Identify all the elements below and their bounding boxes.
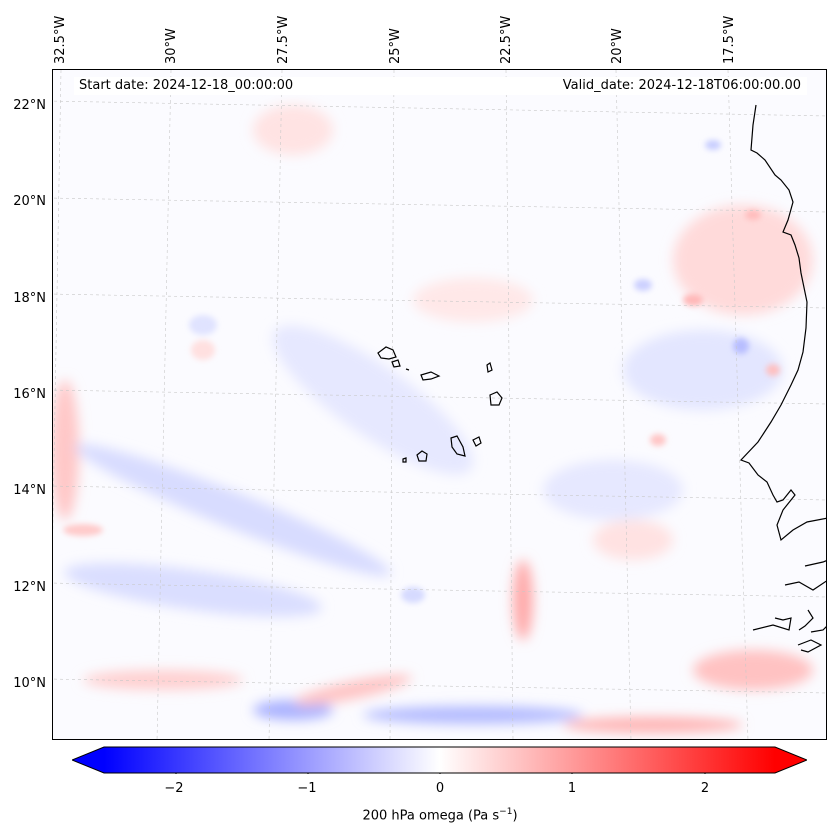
colorbar-tick-0: 0 — [435, 781, 445, 796]
omega-small-features — [63, 140, 780, 603]
lon-label-25w: 25°W — [388, 28, 403, 64]
lon-label-32-5w: 32.5°W — [53, 15, 68, 64]
lon-label-20w: 20°W — [610, 28, 625, 64]
colorbar-tick-2: 2 — [700, 781, 710, 796]
colorbar-tick-minus2: −2 — [164, 781, 184, 796]
valid-date-label: Valid_date: 2024-12-18T06:00:00.00 — [562, 78, 801, 93]
colorbar-title: 200 hPa omega (Pa s−1) — [362, 807, 518, 824]
lat-label-10n: 10°N — [13, 676, 46, 691]
lat-label-18n: 18°N — [13, 291, 46, 306]
cape-verde-islands — [377, 346, 503, 463]
colorbar-tick-1: 1 — [567, 781, 577, 796]
colorbar-max-extend — [775, 747, 807, 773]
colorbar-gradient — [104, 747, 775, 773]
omega-map[interactable] — [52, 69, 827, 740]
west-africa-coastline — [739, 104, 826, 653]
colorbar-tick-minus1: −1 — [297, 781, 317, 796]
lat-label-16n: 16°N — [13, 387, 46, 402]
lon-label-30w: 30°W — [164, 28, 179, 64]
lon-label-27-5w: 27.5°W — [276, 15, 291, 64]
lat-label-22n: 22°N — [13, 98, 46, 113]
lon-label-17-5w: 17.5°W — [722, 15, 737, 64]
lat-label-20n: 20°N — [13, 194, 46, 209]
colorbar — [72, 746, 807, 774]
lat-label-12n: 12°N — [13, 580, 46, 595]
colorbar-tick-marks — [175, 773, 706, 774]
map-canvas — [53, 70, 826, 739]
lat-label-14n: 14°N — [13, 483, 46, 498]
start-date-label: Start date: 2024-12-18_00:00:00 — [79, 78, 294, 93]
gridlines — [53, 70, 826, 739]
lon-label-22-5w: 22.5°W — [499, 15, 514, 64]
colorbar-min-extend — [72, 747, 104, 773]
colorbar-outline — [72, 746, 807, 774]
info-bar: Start date: 2024-12-18_00:00:00 Valid_da… — [74, 77, 807, 95]
